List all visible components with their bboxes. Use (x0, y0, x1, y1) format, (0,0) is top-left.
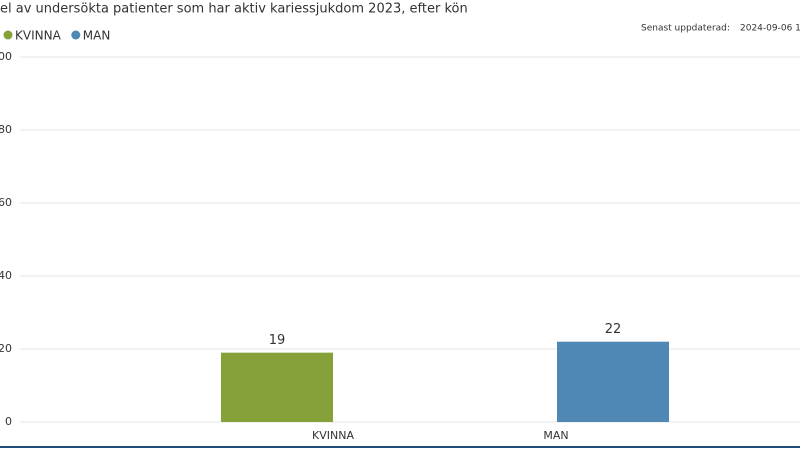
y-tick-label: 40 (0, 269, 12, 282)
legend-swatch (71, 30, 81, 40)
legend-label: KVINNA (15, 29, 62, 43)
bar (221, 352, 333, 422)
y-tick-label: 100 (0, 50, 12, 63)
legend-label: MAN (83, 29, 111, 43)
updated-label: Senast uppdaterad: (641, 24, 730, 34)
y-tick-label: 60 (0, 196, 12, 209)
legend-swatch (3, 30, 13, 40)
x-tick-label: MAN (543, 429, 568, 442)
updated-value: 2024-09-06 10 (740, 24, 800, 34)
bar (557, 341, 669, 422)
y-tick-label: 0 (5, 415, 12, 428)
y-tick-label: 80 (0, 123, 12, 136)
data-label: 22 (605, 322, 622, 337)
x-tick-label: KVINNA (312, 429, 354, 442)
data-label: 19 (269, 333, 286, 348)
chart-title: el av undersökta patienter som har aktiv… (0, 2, 468, 17)
y-tick-label: 20 (0, 342, 12, 355)
